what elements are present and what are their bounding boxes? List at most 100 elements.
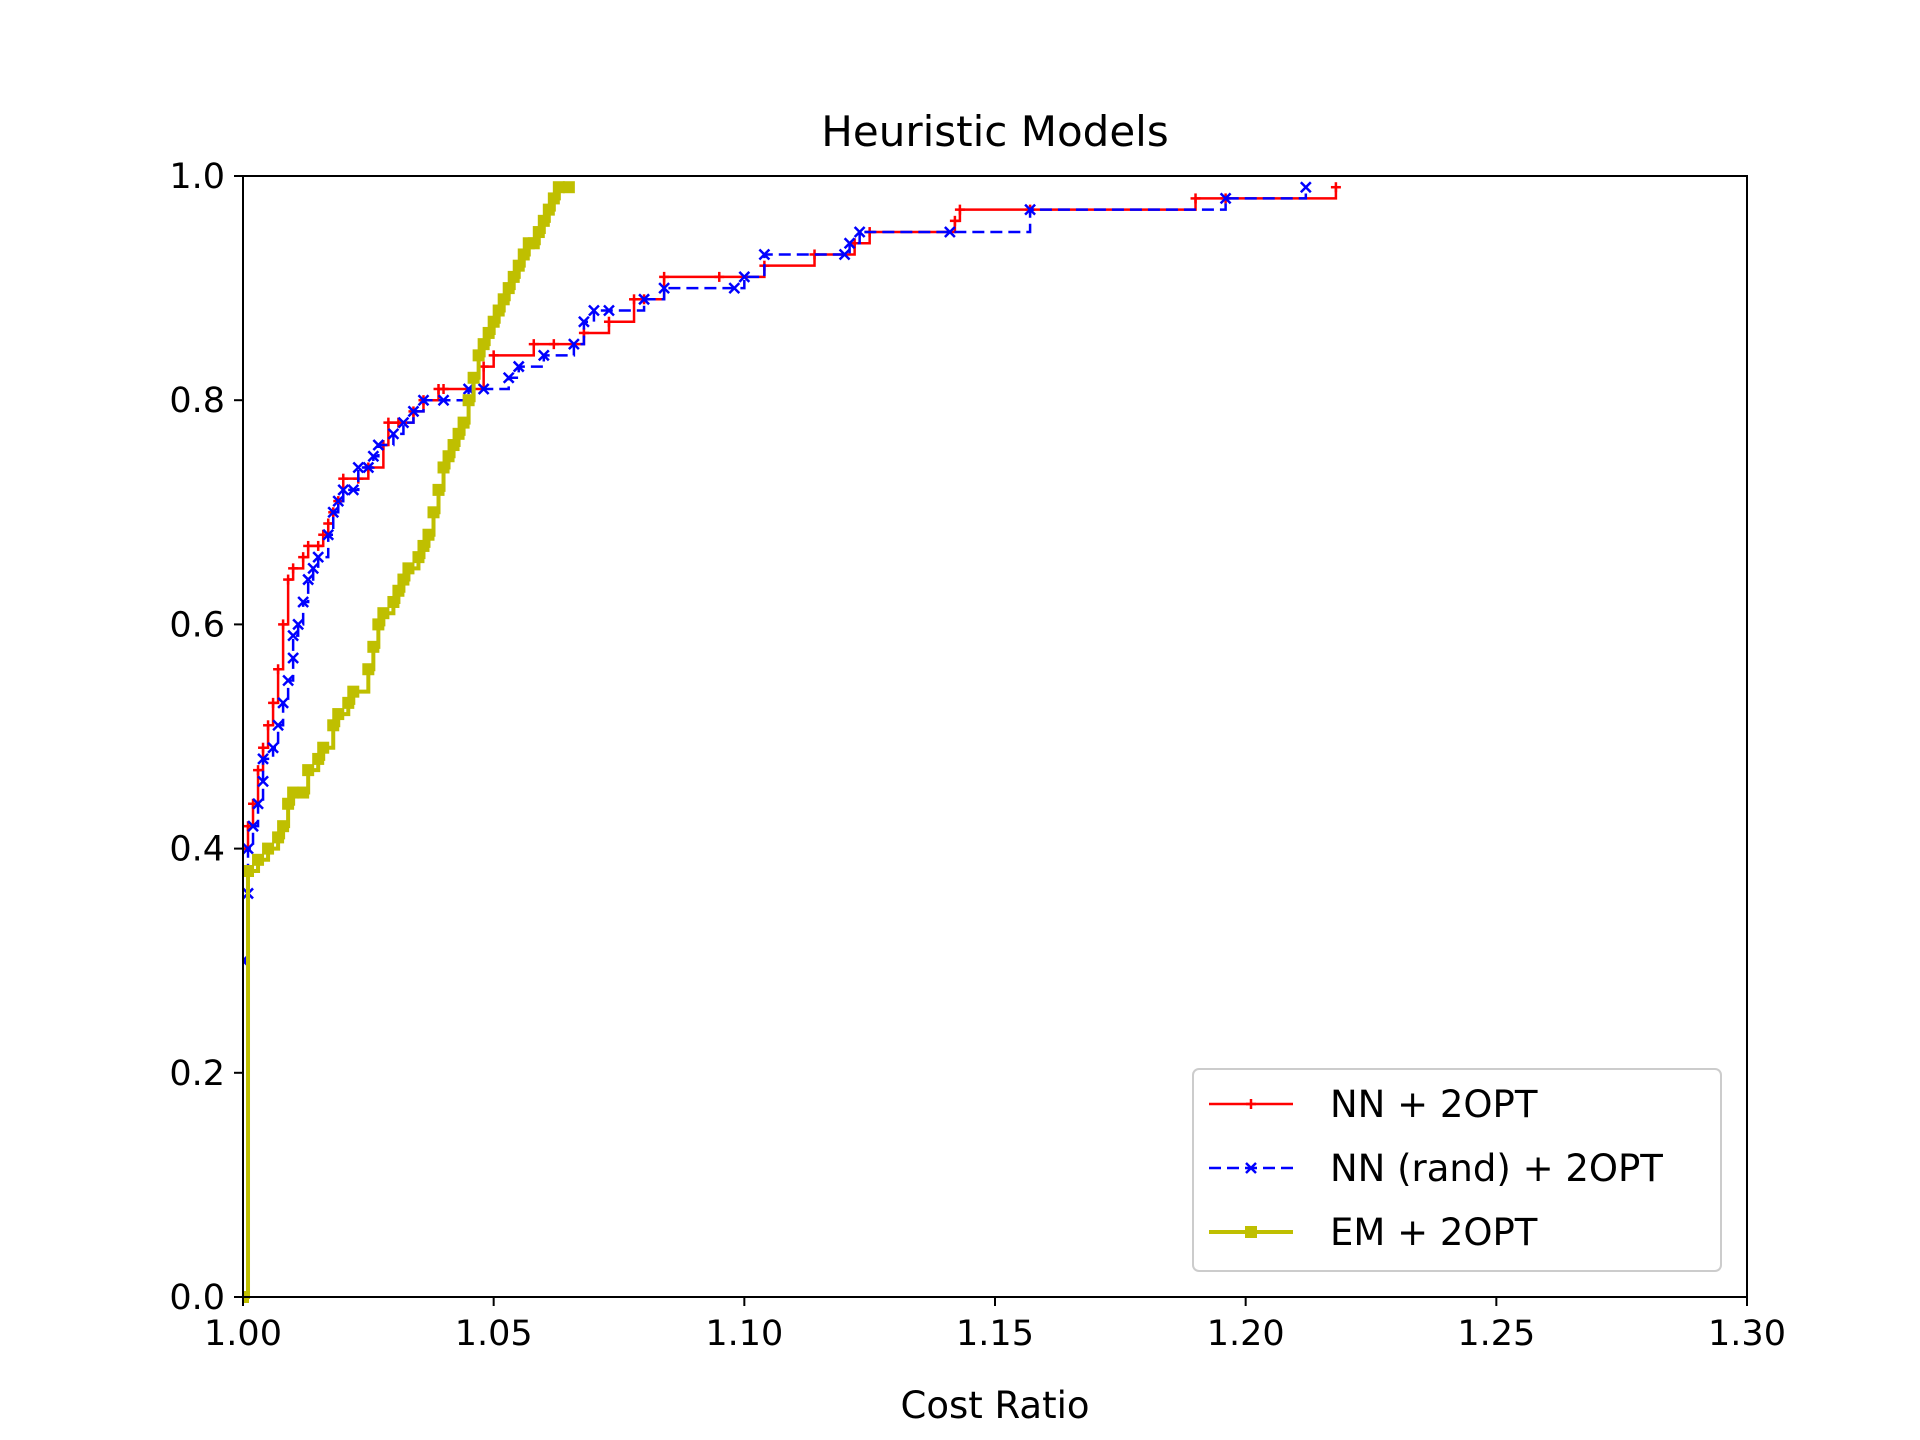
data-point bbox=[317, 741, 330, 754]
data-point bbox=[283, 574, 294, 585]
data-point bbox=[243, 842, 254, 855]
data-point bbox=[437, 394, 450, 407]
data-point bbox=[728, 282, 741, 294]
data-point bbox=[738, 271, 751, 283]
data-point bbox=[1330, 182, 1341, 193]
data-point bbox=[332, 708, 345, 721]
series-em-2opt bbox=[243, 181, 575, 1303]
data-point bbox=[954, 204, 965, 215]
x-tick-label: 1.05 bbox=[455, 1314, 533, 1354]
x-tick-label: 1.25 bbox=[1457, 1314, 1535, 1354]
legend-label: EM + 2OPT bbox=[1330, 1211, 1538, 1254]
data-point bbox=[282, 674, 295, 687]
data-point bbox=[347, 483, 360, 496]
data-point bbox=[487, 315, 500, 328]
legend-item: EM + 2OPT bbox=[1209, 1211, 1538, 1254]
data-point bbox=[338, 473, 349, 484]
data-point bbox=[312, 752, 325, 765]
data-point bbox=[302, 573, 315, 586]
data-point bbox=[527, 237, 540, 250]
data-point bbox=[542, 203, 555, 216]
data-point bbox=[417, 394, 430, 407]
data-point bbox=[603, 304, 615, 317]
data-point bbox=[287, 652, 300, 664]
legend-box bbox=[1192, 1068, 1722, 1272]
data-point bbox=[332, 495, 345, 507]
data-point bbox=[512, 259, 525, 272]
data-point bbox=[532, 226, 545, 239]
y-tick-label: 1.0 bbox=[169, 157, 225, 197]
data-point bbox=[327, 506, 340, 519]
data-point bbox=[659, 271, 670, 282]
data-point bbox=[268, 697, 279, 708]
data-point bbox=[517, 248, 530, 261]
x-tick-label: 1.10 bbox=[705, 1314, 783, 1354]
y-tick-label: 0.8 bbox=[169, 381, 225, 421]
data-point bbox=[362, 663, 375, 676]
data-point bbox=[843, 237, 856, 250]
data-point bbox=[272, 719, 284, 732]
data-point bbox=[277, 696, 289, 709]
data-point bbox=[638, 293, 650, 306]
data-point bbox=[547, 192, 560, 205]
legend-marker bbox=[1245, 1162, 1257, 1174]
series-nn-rand-2opt bbox=[243, 181, 1312, 967]
data-point bbox=[629, 294, 640, 305]
data-point bbox=[273, 664, 284, 675]
x-tick-label: 1.15 bbox=[956, 1314, 1034, 1354]
x-tick-label: 1.20 bbox=[1207, 1314, 1285, 1354]
y-axis: 0.0 0.2 0.4 0.6 0.8 1.0 bbox=[169, 157, 243, 1318]
data-point bbox=[838, 248, 851, 261]
data-point bbox=[347, 685, 360, 698]
data-point bbox=[714, 271, 725, 282]
data-point bbox=[407, 405, 420, 418]
data-point bbox=[467, 371, 480, 384]
data-point bbox=[943, 226, 956, 238]
data-point bbox=[417, 539, 430, 552]
data-point bbox=[387, 427, 400, 440]
data-point bbox=[427, 506, 440, 519]
data-point bbox=[297, 596, 310, 608]
data-point bbox=[488, 350, 499, 361]
data-point bbox=[372, 439, 385, 451]
data-point bbox=[312, 551, 325, 564]
data-point bbox=[562, 181, 575, 194]
data-point bbox=[588, 304, 600, 317]
data-point bbox=[383, 417, 394, 428]
data-point bbox=[313, 540, 324, 551]
data-point bbox=[502, 371, 515, 384]
legend: NN + 2OPT NN (rand) + 2OPT EM + 2OPT bbox=[1192, 1068, 1722, 1272]
data-point bbox=[1219, 192, 1232, 205]
data-point bbox=[1299, 181, 1312, 194]
data-point bbox=[502, 282, 515, 295]
legend-label: NN (rand) + 2OPT bbox=[1330, 1147, 1663, 1190]
data-point bbox=[257, 753, 269, 765]
data-point bbox=[257, 775, 269, 788]
data-point bbox=[758, 248, 771, 261]
y-tick-label: 0.2 bbox=[169, 1054, 225, 1094]
data-point bbox=[282, 797, 295, 810]
data-point bbox=[412, 551, 425, 564]
data-point bbox=[422, 528, 435, 541]
data-point bbox=[477, 383, 490, 395]
data-point bbox=[853, 226, 866, 238]
data-point bbox=[287, 786, 300, 799]
data-point bbox=[402, 562, 415, 575]
data-point bbox=[377, 607, 390, 620]
data-point bbox=[387, 595, 400, 608]
data-point bbox=[367, 450, 380, 463]
data-point bbox=[462, 394, 475, 407]
data-point bbox=[258, 742, 269, 753]
data-point bbox=[322, 528, 335, 541]
series-layer bbox=[243, 181, 1341, 1303]
data-point bbox=[472, 349, 485, 362]
data-point bbox=[327, 719, 340, 732]
chart-title: Heuristic Models bbox=[821, 107, 1168, 156]
data-point bbox=[492, 304, 505, 317]
data-point bbox=[1190, 193, 1201, 204]
data-point bbox=[432, 483, 445, 496]
data-point bbox=[497, 293, 510, 306]
data-point bbox=[243, 865, 255, 878]
y-tick-label: 0.0 bbox=[169, 1278, 225, 1318]
